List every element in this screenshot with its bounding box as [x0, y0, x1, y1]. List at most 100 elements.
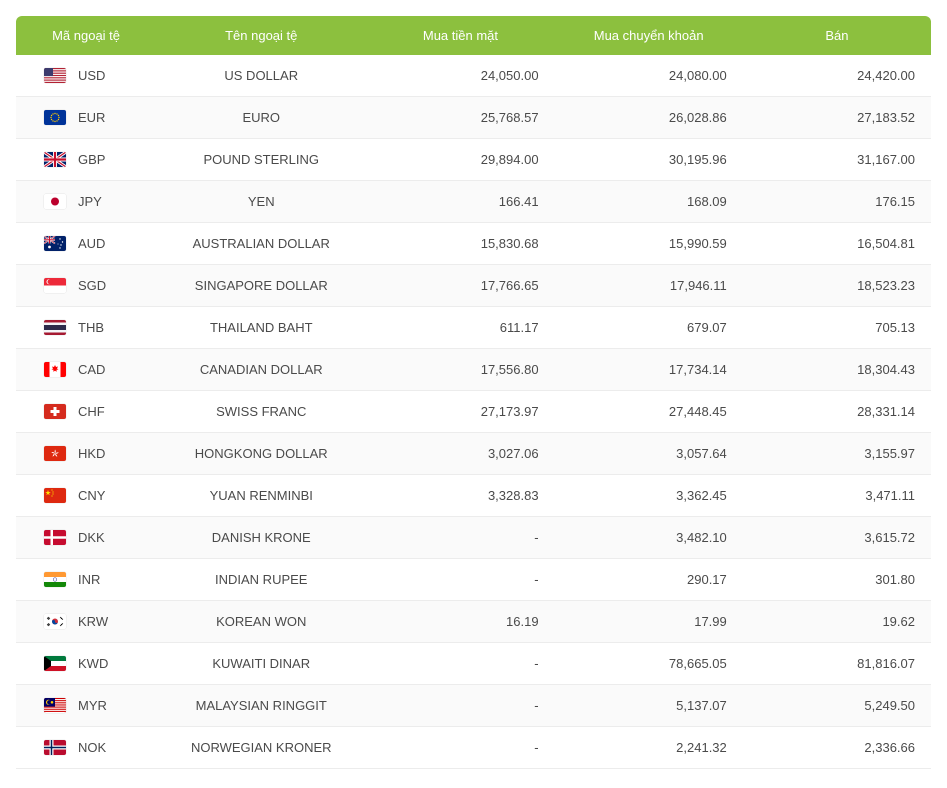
currency-code: INR [78, 572, 100, 587]
currency-code-cell: DKK [32, 530, 140, 545]
table-row: THB THAILAND BAHT611.17679.07705.13 [16, 307, 931, 349]
table-row: HKD HONGKONG DOLLAR3,027.063,057.643,155… [16, 433, 931, 475]
currency-code-cell: INR [32, 572, 140, 587]
rate-transfer: 168.09 [555, 181, 743, 223]
table-row: CNY YUAN RENMINBI3,328.833,362.453,471.1… [16, 475, 931, 517]
currency-name: EURO [156, 97, 366, 139]
rate-transfer: 15,990.59 [555, 223, 743, 265]
currency-code: JPY [78, 194, 102, 209]
rate-cash: 24,050.00 [366, 55, 554, 97]
flag-hk-icon [44, 446, 66, 461]
rate-transfer: 3,482.10 [555, 517, 743, 559]
flag-kr-icon [44, 614, 66, 629]
currency-code-cell: CAD [32, 362, 140, 377]
rate-transfer: 17,734.14 [555, 349, 743, 391]
rate-transfer: 27,448.45 [555, 391, 743, 433]
rate-sell: 16,504.81 [743, 223, 931, 265]
flag-ca-icon [44, 362, 66, 377]
rate-sell: 301.80 [743, 559, 931, 601]
currency-code-cell: JPY [32, 194, 140, 209]
rate-sell: 3,471.11 [743, 475, 931, 517]
rate-cash: 15,830.68 [366, 223, 554, 265]
rate-cash: 166.41 [366, 181, 554, 223]
table-row: USD US DOLLAR24,050.0024,080.0024,420.00 [16, 55, 931, 97]
flag-no-icon [44, 740, 66, 755]
currency-name: MALAYSIAN RINGGIT [156, 685, 366, 727]
currency-name: KOREAN WON [156, 601, 366, 643]
flag-gb-icon [44, 152, 66, 167]
rate-sell: 18,523.23 [743, 265, 931, 307]
table-row: EUR EURO25,768.5726,028.8627,183.52 [16, 97, 931, 139]
currency-code-cell: CHF [32, 404, 140, 419]
currency-code: CHF [78, 404, 105, 419]
rate-sell: 176.15 [743, 181, 931, 223]
currency-name: DANISH KRONE [156, 517, 366, 559]
table-body: USD US DOLLAR24,050.0024,080.0024,420.00… [16, 55, 931, 769]
currency-code: AUD [78, 236, 105, 251]
rate-cash: 611.17 [366, 307, 554, 349]
currency-name: YEN [156, 181, 366, 223]
rate-sell: 3,155.97 [743, 433, 931, 475]
currency-code: SGD [78, 278, 106, 293]
rate-sell: 5,249.50 [743, 685, 931, 727]
rate-cash: 27,173.97 [366, 391, 554, 433]
currency-name: KUWAITI DINAR [156, 643, 366, 685]
rate-transfer: 17.99 [555, 601, 743, 643]
flag-ch-icon [44, 404, 66, 419]
col-header-code: Mã ngoại tệ [16, 16, 156, 55]
col-header-cash: Mua tiền mặt [366, 16, 554, 55]
rate-sell: 81,816.07 [743, 643, 931, 685]
currency-code-cell: CNY [32, 488, 140, 503]
flag-cn-icon [44, 488, 66, 503]
rate-cash: 17,556.80 [366, 349, 554, 391]
currency-code-cell: USD [32, 68, 140, 83]
rate-cash: 17,766.65 [366, 265, 554, 307]
table-row: INR INDIAN RUPEE-290.17301.80 [16, 559, 931, 601]
rate-transfer: 679.07 [555, 307, 743, 349]
currency-name: US DOLLAR [156, 55, 366, 97]
col-header-sell: Bán [743, 16, 931, 55]
rate-transfer: 24,080.00 [555, 55, 743, 97]
rate-transfer: 30,195.96 [555, 139, 743, 181]
rate-cash: - [366, 727, 554, 769]
currency-code: MYR [78, 698, 107, 713]
rate-cash: 29,894.00 [366, 139, 554, 181]
currency-code: CNY [78, 488, 105, 503]
currency-code-cell: HKD [32, 446, 140, 461]
currency-code: THB [78, 320, 104, 335]
table-row: CAD CANADIAN DOLLAR17,556.8017,734.1418,… [16, 349, 931, 391]
rate-transfer: 3,362.45 [555, 475, 743, 517]
flag-kw-icon [44, 656, 66, 671]
currency-code: DKK [78, 530, 105, 545]
currency-code: KRW [78, 614, 108, 629]
currency-name: CANADIAN DOLLAR [156, 349, 366, 391]
flag-us-icon [44, 68, 66, 83]
rate-cash: - [366, 517, 554, 559]
rate-cash: 16.19 [366, 601, 554, 643]
currency-code: HKD [78, 446, 105, 461]
rate-sell: 19.62 [743, 601, 931, 643]
currency-code-cell: NOK [32, 740, 140, 755]
currency-code-cell: KWD [32, 656, 140, 671]
flag-jp-icon [44, 194, 66, 209]
currency-name: THAILAND BAHT [156, 307, 366, 349]
currency-code: NOK [78, 740, 106, 755]
flag-in-icon [44, 572, 66, 587]
rate-sell: 705.13 [743, 307, 931, 349]
rate-cash: 3,027.06 [366, 433, 554, 475]
rate-cash: - [366, 685, 554, 727]
table-row: NOK NORWEGIAN KRONER-2,241.322,336.66 [16, 727, 931, 769]
fx-rates-table: Mã ngoại tệ Tên ngoại tệ Mua tiền mặt Mu… [16, 16, 931, 769]
currency-code-cell: MYR [32, 698, 140, 713]
currency-code: KWD [78, 656, 108, 671]
rate-transfer: 290.17 [555, 559, 743, 601]
currency-code: EUR [78, 110, 105, 125]
rate-sell: 2,336.66 [743, 727, 931, 769]
rate-sell: 27,183.52 [743, 97, 931, 139]
currency-code-cell: EUR [32, 110, 140, 125]
rate-cash: 3,328.83 [366, 475, 554, 517]
col-header-transfer: Mua chuyển khoản [555, 16, 743, 55]
table-row: DKK DANISH KRONE-3,482.103,615.72 [16, 517, 931, 559]
currency-name: SWISS FRANC [156, 391, 366, 433]
currency-code-cell: THB [32, 320, 140, 335]
